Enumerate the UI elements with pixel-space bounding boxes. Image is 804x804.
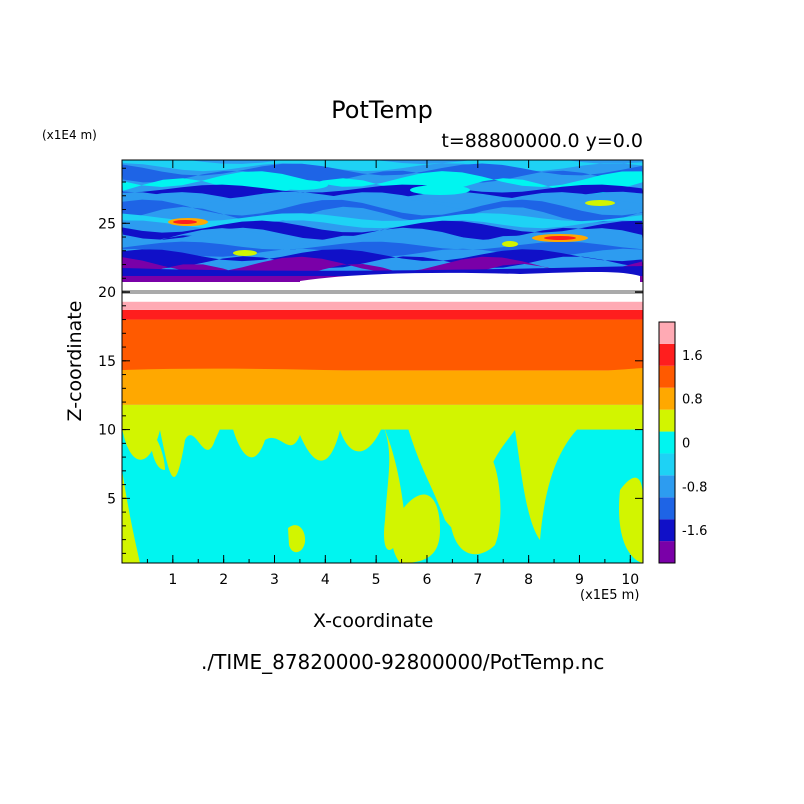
source-filename: ./TIME_87820000-92800000/PotTemp.nc	[201, 650, 605, 674]
colorbar-tick-label: 0	[682, 437, 690, 452]
upper-anomaly	[502, 241, 518, 247]
colorbar-swatch	[659, 497, 675, 520]
warm-plume	[122, 418, 225, 478]
upper-anomaly	[544, 236, 576, 240]
warm-plume	[442, 430, 501, 555]
upper-anomaly	[233, 250, 257, 256]
warm-plume	[150, 430, 165, 470]
upper-anomaly	[173, 220, 197, 224]
colorbar-swatch	[659, 387, 675, 410]
y-tick-label: 20	[98, 285, 116, 301]
x-tick-label: 6	[423, 572, 432, 588]
contour-band-layer	[122, 309, 643, 320]
warm-plume	[391, 494, 440, 563]
upper-anomaly	[585, 200, 615, 206]
layer-boundary-wave	[122, 368, 643, 380]
colorbar-tick-label: 1.6	[682, 349, 703, 364]
x-tick-label: 1	[168, 572, 177, 588]
contour-band-layer	[122, 301, 643, 310]
upper-wave-band	[122, 213, 643, 229]
x-tick-label: 10	[621, 572, 639, 588]
x-tick-label: 5	[372, 572, 381, 588]
upper-wave-band	[122, 163, 643, 183]
colorbar-tick-label: 0.8	[682, 393, 703, 408]
colorbar-tick-label: -0.8	[682, 480, 707, 495]
colorbar-swatch	[659, 541, 675, 563]
colorbar-swatch	[659, 519, 675, 542]
colorbar-tick-label: -1.6	[682, 524, 707, 539]
colorbar-swatch	[659, 322, 675, 344]
x-tick-label: 9	[575, 572, 584, 588]
contour-band-layer	[122, 319, 643, 371]
warm-plume	[230, 418, 385, 461]
colorbar-frame	[658, 321, 676, 564]
warm-plume	[122, 470, 140, 563]
x-tick-label: 4	[321, 572, 330, 588]
y-scale-note: (x1E4 m)	[42, 128, 97, 142]
warm-plume	[288, 525, 306, 553]
upper-wave-band	[122, 228, 643, 251]
x-axis-label: X-coordinate	[313, 610, 434, 632]
upper-anomaly	[272, 180, 328, 190]
y-tick-label: 5	[107, 491, 116, 507]
chart-title: PotTemp	[331, 96, 433, 124]
x-tick-label: 7	[473, 572, 482, 588]
x-scale-note: (x1E5 m)	[580, 588, 640, 603]
upper-white-bump	[300, 272, 640, 284]
x-tick-label: 2	[219, 572, 228, 588]
warm-plume	[619, 477, 643, 563]
y-tick-label: 10	[98, 423, 116, 439]
colorbar-swatch	[659, 475, 675, 498]
plot-frame	[121, 159, 644, 564]
chart-subtitle: t=88800000.0 y=0.0	[441, 130, 643, 152]
contour-fill-group	[122, 160, 643, 563]
upper-wave-band	[122, 184, 643, 200]
colorbar-swatch	[659, 365, 675, 388]
colorbar-swatch	[659, 409, 675, 432]
colorbar-swatch	[659, 343, 675, 366]
upper-base-band	[122, 266, 643, 276]
x-tick-label: 3	[270, 572, 279, 588]
y-tick-label: 15	[98, 354, 116, 370]
colorbar-swatch	[659, 453, 675, 476]
x-tick-label: 8	[524, 572, 533, 588]
upper-anomaly	[410, 185, 470, 195]
upper-wave-band	[122, 220, 643, 240]
y-tick-label: 25	[98, 216, 116, 232]
colorbar-swatch	[659, 431, 675, 454]
